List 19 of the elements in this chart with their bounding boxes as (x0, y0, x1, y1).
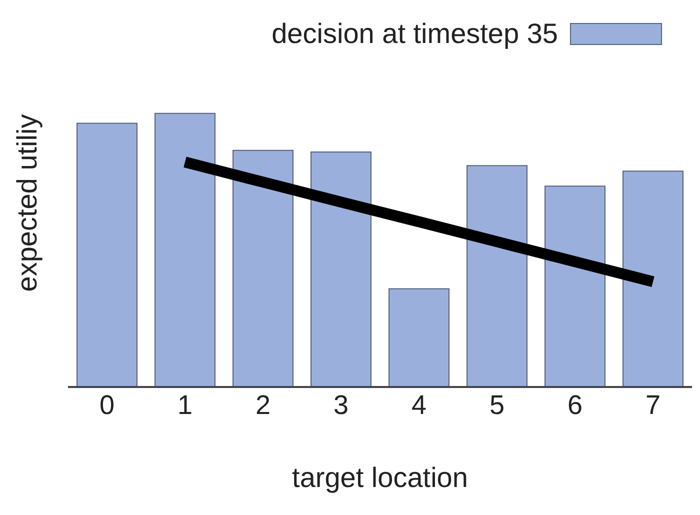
x-tick-label: 7 (645, 390, 661, 420)
y-axis-title: expected utiliy (12, 114, 44, 292)
bar (310, 151, 372, 387)
bar (388, 288, 450, 387)
x-tick-label: 5 (489, 390, 505, 420)
bar (232, 150, 294, 387)
x-tick-label: 4 (411, 390, 427, 420)
bar (154, 112, 216, 387)
x-tick-label: 2 (255, 390, 271, 420)
bar (622, 170, 684, 387)
bar (544, 186, 606, 387)
bar (76, 122, 138, 387)
bar (466, 165, 528, 387)
x-tick-label: 0 (99, 390, 115, 420)
legend-label: decision at timestep 35 (272, 18, 558, 50)
x-tick-label: 3 (333, 390, 349, 420)
x-tick-label: 6 (567, 390, 583, 420)
x-tick-label: 1 (177, 390, 193, 420)
x-axis-title: target location (292, 462, 468, 493)
